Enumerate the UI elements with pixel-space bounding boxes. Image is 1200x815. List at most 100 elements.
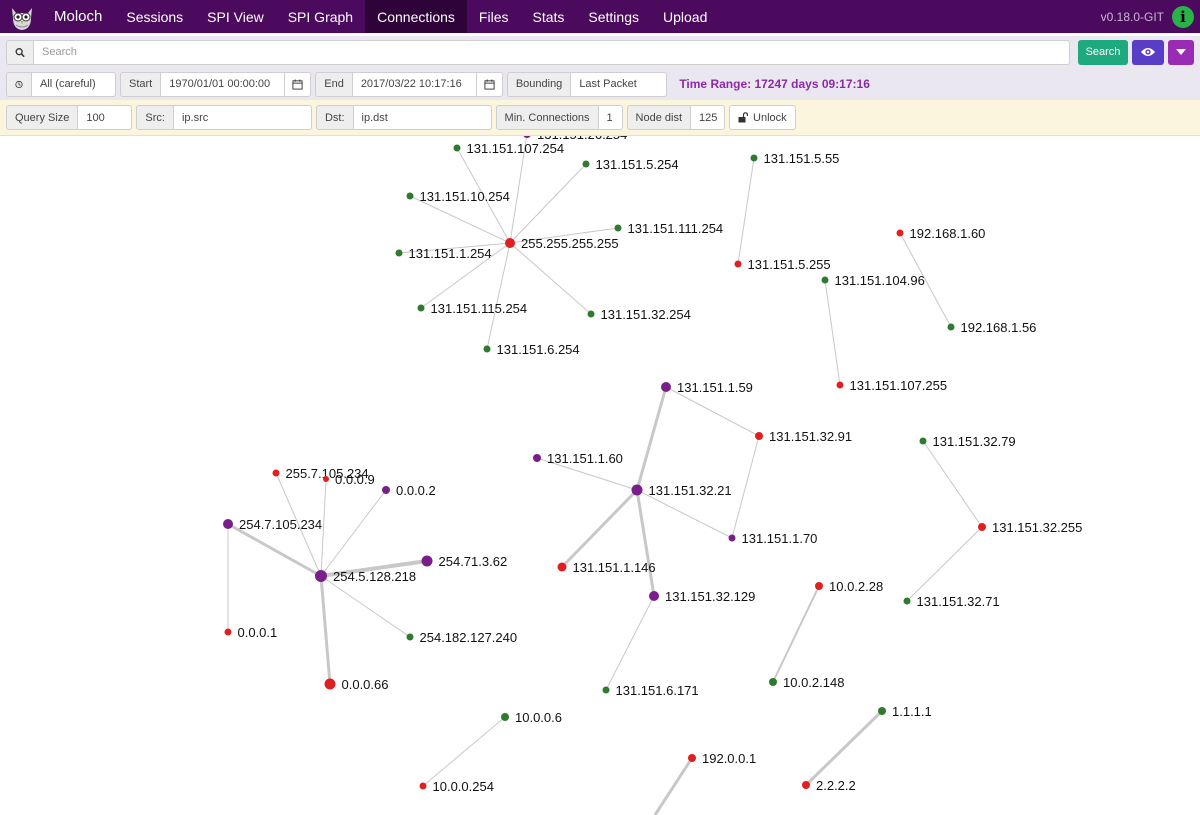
graph-node[interactable]: 131.151.10.254 xyxy=(406,189,510,204)
graph-node[interactable]: 131.151.5.55 xyxy=(750,151,840,166)
graph-node-dot[interactable] xyxy=(395,249,403,257)
nav-connections[interactable]: Connections xyxy=(365,0,467,33)
graph-node-dot[interactable] xyxy=(223,519,233,529)
calendar-icon[interactable] xyxy=(476,71,503,97)
graph-node[interactable]: 131.151.1.146 xyxy=(557,560,656,575)
graph-node-dot[interactable] xyxy=(836,381,844,389)
nav-upload[interactable]: Upload xyxy=(662,8,708,25)
graph-node[interactable]: 131.151.104.96 xyxy=(821,273,925,288)
graph-node-dot[interactable] xyxy=(533,454,541,462)
bounding-select[interactable]: Last Packet xyxy=(571,71,668,97)
graph-node-dot[interactable] xyxy=(878,707,886,715)
query-size-input[interactable]: 100 xyxy=(78,105,133,130)
graph-node[interactable]: 131.151.1.70 xyxy=(728,531,818,546)
caret-down-icon[interactable] xyxy=(1168,39,1194,65)
graph-node-dot[interactable] xyxy=(324,678,336,690)
graph-node[interactable]: 192.168.1.56 xyxy=(947,320,1037,335)
start-date-input[interactable]: 1970/01/01 00:00:00 xyxy=(161,71,286,97)
graph-node-dot[interactable] xyxy=(903,597,911,605)
graph-node-dot[interactable] xyxy=(272,469,280,477)
graph-node-dot[interactable] xyxy=(483,345,491,353)
graph-node-dot[interactable] xyxy=(587,310,595,318)
graph-node-dot[interactable] xyxy=(557,562,567,572)
node-dist-input[interactable]: 125 xyxy=(691,105,726,130)
graph-node-dot[interactable] xyxy=(802,781,810,789)
graph-node-dot[interactable] xyxy=(323,476,329,482)
graph-node-dot[interactable] xyxy=(728,534,736,542)
graph-node-dot[interactable] xyxy=(661,382,671,392)
nav-sessions[interactable]: Sessions xyxy=(126,8,184,25)
graph-node[interactable]: 131.151.26.254 xyxy=(523,136,627,142)
graph-node[interactable]: 131.151.1.59 xyxy=(661,380,753,395)
graph-node[interactable]: 254.71.3.62 xyxy=(421,554,508,569)
graph-node[interactable]: 0.0.0.9 xyxy=(323,472,375,487)
graph-node-dot[interactable] xyxy=(421,555,433,567)
search-button[interactable]: Search xyxy=(1078,39,1128,65)
graph-node[interactable]: 131.151.5.255 xyxy=(734,257,831,272)
graph-node[interactable]: 131.151.107.254 xyxy=(453,141,565,156)
graph-node[interactable]: 131.151.32.129 xyxy=(649,589,755,604)
graph-node[interactable]: 192.0.0.1 xyxy=(688,751,756,766)
eye-icon[interactable] xyxy=(1132,39,1164,65)
graph-node[interactable]: 255.255.255.255 xyxy=(505,236,619,251)
graph-node[interactable]: 131.151.1.254 xyxy=(395,246,492,261)
graph-node[interactable]: 131.151.107.255 xyxy=(836,378,948,393)
graph-node[interactable]: 131.151.32.21 xyxy=(631,483,732,498)
graph-node[interactable]: 10.0.2.148 xyxy=(769,675,844,690)
graph-node[interactable]: 255.7.105.234 xyxy=(272,466,369,481)
min-connections-input[interactable]: 1 xyxy=(598,105,623,130)
graph-node-dot[interactable] xyxy=(947,323,955,331)
graph-node[interactable]: 254.5.128.218 xyxy=(315,569,416,584)
graph-node[interactable]: 131.151.32.71 xyxy=(903,594,1000,609)
graph-node[interactable]: 254.7.105.234 xyxy=(223,517,322,532)
graph-node[interactable]: 10.0.2.28 xyxy=(815,579,883,594)
graph-node-dot[interactable] xyxy=(406,633,414,641)
graph-node-dot[interactable] xyxy=(755,432,763,440)
graph-node-dot[interactable] xyxy=(406,192,414,200)
graph-node[interactable]: 10.0.0.6 xyxy=(501,710,562,725)
owl-logo-icon[interactable] xyxy=(0,0,44,33)
nav-spi-view[interactable]: SPI View xyxy=(207,8,264,25)
graph-node-dot[interactable] xyxy=(602,686,610,694)
nav-files[interactable]: Files xyxy=(478,8,509,25)
calendar-icon[interactable] xyxy=(285,71,312,97)
graph-node[interactable]: 131.151.5.254 xyxy=(582,157,679,172)
graph-node-dot[interactable] xyxy=(501,713,509,721)
graph-node-dot[interactable] xyxy=(419,782,427,790)
graph-node[interactable]: 1.1.1.1 xyxy=(878,704,932,719)
graph-node[interactable]: 0.0.0.2 xyxy=(382,483,436,498)
graph-node-dot[interactable] xyxy=(978,523,986,531)
graph-node-dot[interactable] xyxy=(769,678,777,686)
graph-node-dot[interactable] xyxy=(582,160,590,168)
unlock-button[interactable]: Unlock xyxy=(729,105,796,130)
search-input[interactable]: Search xyxy=(34,39,1070,65)
src-field-input[interactable]: ip.src xyxy=(173,105,312,130)
graph-node-dot[interactable] xyxy=(734,260,742,268)
graph-node[interactable]: 131.151.32.79 xyxy=(919,434,1016,449)
nav-settings[interactable]: Settings xyxy=(588,8,639,25)
graph-node-dot[interactable] xyxy=(315,570,327,582)
graph-node[interactable]: 131.151.6.254 xyxy=(483,342,580,357)
nav-spi-graph[interactable]: SPI Graph xyxy=(287,8,354,25)
graph-node-dot[interactable] xyxy=(821,276,829,284)
graph-node-dot[interactable] xyxy=(649,591,659,601)
graph-node-dot[interactable] xyxy=(382,486,390,494)
graph-node-dot[interactable] xyxy=(453,144,461,152)
graph-node[interactable]: 0.0.0.66 xyxy=(324,677,389,692)
graph-node-dot[interactable] xyxy=(505,238,515,248)
graph-node-dot[interactable] xyxy=(896,229,904,237)
nav-brand-moloch[interactable]: Moloch xyxy=(54,8,103,25)
graph-node-dot[interactable] xyxy=(750,154,758,162)
graph-node[interactable]: 254.182.127.240 xyxy=(406,630,518,645)
nav-stats[interactable]: Stats xyxy=(532,8,565,25)
graph-node-dot[interactable] xyxy=(417,304,425,312)
graph-node[interactable]: 131.151.6.171 xyxy=(602,683,699,698)
end-date-input[interactable]: 2017/03/22 10:17:16 xyxy=(352,71,477,97)
graph-node[interactable]: 131.151.32.91 xyxy=(755,429,852,444)
graph-node-dot[interactable] xyxy=(815,582,823,590)
graph-node-dot[interactable] xyxy=(688,754,696,762)
graph-node-dot[interactable] xyxy=(523,136,531,138)
graph-node[interactable]: 131.151.1.60 xyxy=(533,451,623,466)
graph-node[interactable]: 131.151.32.255 xyxy=(978,520,1082,535)
graph-node-dot[interactable] xyxy=(614,224,622,232)
